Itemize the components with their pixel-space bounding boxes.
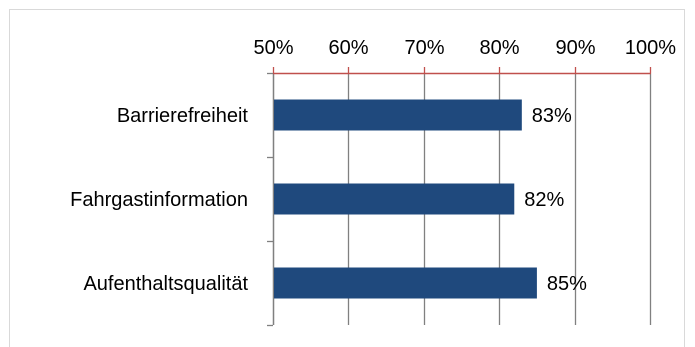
category-label-1: Barrierefreiheit: [117, 105, 249, 127]
data-label-2: 82%: [524, 189, 564, 211]
chart-frame: [9, 9, 685, 347]
data-label-1: 83%: [532, 105, 572, 127]
category-label-3: Aufenthaltsqualität: [83, 273, 248, 295]
x-tick-label: 100%: [625, 37, 676, 59]
category-label-2: Fahrgastinformation: [70, 189, 248, 211]
bar-2: [274, 183, 515, 215]
x-tick-label: 60%: [328, 37, 368, 59]
x-tick-label: 70%: [404, 37, 444, 59]
x-tick-label: 50%: [253, 37, 293, 59]
data-label-3: 85%: [547, 273, 587, 295]
bar-3: [274, 267, 537, 299]
bar-1: [274, 99, 522, 131]
x-tick-label: 90%: [555, 37, 595, 59]
x-tick-label: 80%: [479, 37, 519, 59]
